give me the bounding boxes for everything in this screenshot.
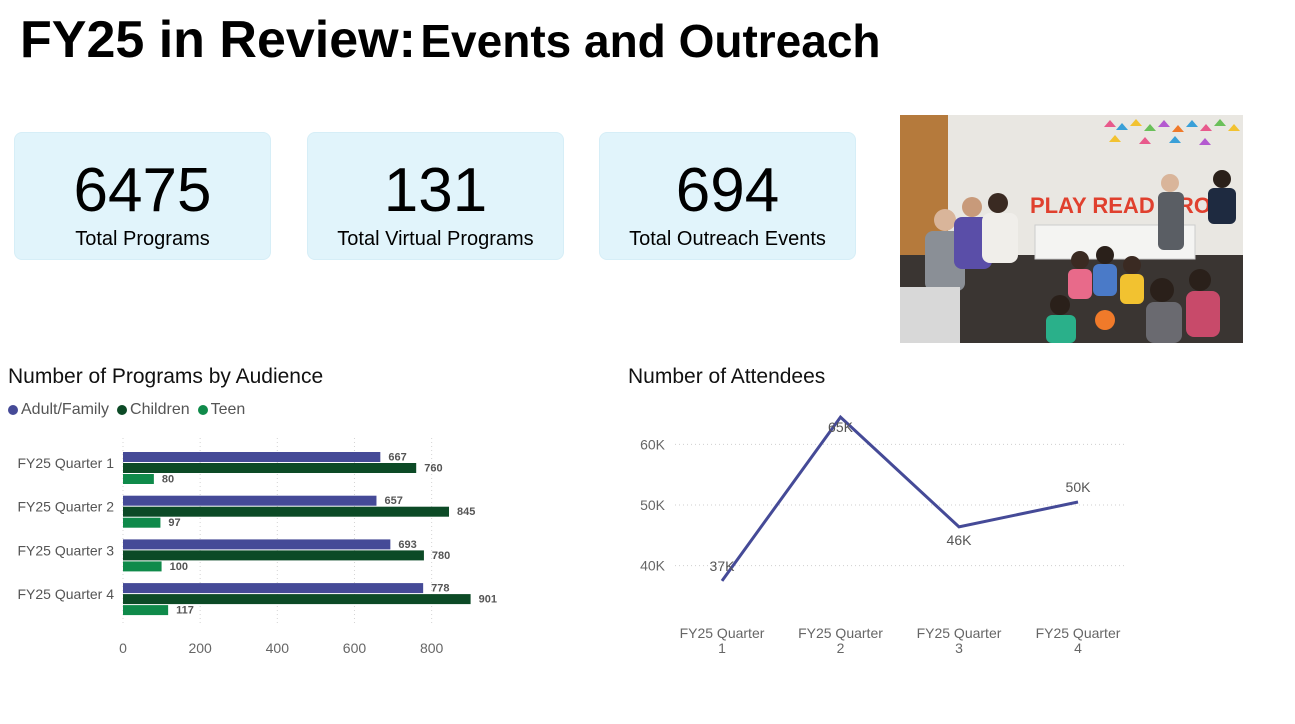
bar-data-label: 760 (424, 463, 442, 475)
line-data-label: 37K (710, 558, 736, 574)
bar-chart-legend: Adult/Family Children Teen (8, 401, 253, 419)
x-tick-label: 200 (188, 640, 212, 656)
bar (123, 452, 380, 462)
bar (123, 507, 449, 517)
x-category-label: FY25 Quarter (680, 625, 765, 641)
attendees-line (722, 417, 1078, 581)
line-chart-title: Number of Attendees (628, 365, 825, 389)
bar-data-label: 100 (170, 561, 188, 573)
line-data-label: 50K (1066, 479, 1092, 495)
x-tick-label: 800 (420, 640, 444, 656)
kpi-value: 6475 (15, 160, 270, 222)
y-category-label: FY25 Quarter 1 (18, 455, 115, 471)
x-category-label: 1 (718, 640, 726, 656)
legend-dot (117, 405, 127, 415)
page-title: FY25 in Review: Events and Outreach (20, 14, 881, 66)
bar-data-label: 657 (384, 495, 402, 507)
x-category-label: 4 (1074, 640, 1082, 656)
legend-label: Children (130, 401, 190, 419)
y-tick-label: 40K (640, 558, 666, 574)
bar-data-label: 693 (398, 539, 416, 551)
kpi-label: Total Virtual Programs (308, 228, 563, 251)
kpi-card-total-programs: 6475 Total Programs (14, 132, 271, 260)
y-category-label: FY25 Quarter 3 (18, 542, 115, 558)
bar (123, 539, 390, 549)
bar-data-label: 778 (431, 583, 449, 595)
kpi-card-total-outreach-events: 694 Total Outreach Events (599, 132, 856, 260)
legend-label: Adult/Family (21, 401, 109, 419)
x-category-label: FY25 Quarter (798, 625, 883, 641)
legend-dot (198, 405, 208, 415)
y-tick-label: 50K (640, 497, 666, 513)
legend-item-adult-family: Adult/Family (8, 401, 109, 419)
x-category-label: 3 (955, 640, 963, 656)
storytime-photo: PLAY READ GROW (900, 115, 1243, 343)
line-data-label: 65K (828, 419, 854, 435)
y-category-label: FY25 Quarter 2 (18, 499, 115, 515)
bar (123, 594, 471, 604)
y-category-label: FY25 Quarter 4 (18, 586, 115, 602)
x-category-label: 2 (837, 640, 845, 656)
photo-banner-text: PLAY READ GROW (1030, 193, 1232, 218)
page-title-main: FY25 in Review: (20, 11, 416, 69)
bar (123, 561, 162, 571)
bar (123, 605, 168, 615)
kpi-card-total-virtual-programs: 131 Total Virtual Programs (307, 132, 564, 260)
bar-data-label: 780 (432, 550, 450, 562)
kpi-value: 131 (308, 160, 563, 222)
bar (123, 518, 160, 528)
x-category-label: FY25 Quarter (917, 625, 1002, 641)
x-tick-label: 600 (343, 640, 367, 656)
legend-item-teen: Teen (198, 401, 246, 419)
bar (123, 583, 423, 593)
legend-label: Teen (211, 401, 246, 419)
bar-chart-title: Number of Programs by Audience (8, 365, 323, 389)
storytime-photo-illustration: PLAY READ GROW (900, 115, 1243, 343)
bar (123, 463, 416, 473)
bar (123, 550, 424, 560)
bar-data-label: 97 (168, 517, 180, 529)
kpi-label: Total Outreach Events (600, 228, 855, 251)
legend-item-children: Children (117, 401, 190, 419)
page-title-sub: Events and Outreach (420, 15, 880, 67)
kpi-label: Total Programs (15, 228, 270, 251)
bar-data-label: 845 (457, 506, 475, 518)
x-category-label: FY25 Quarter (1036, 625, 1121, 641)
bar-data-label: 667 (388, 452, 406, 464)
bar-data-label: 80 (162, 474, 174, 486)
bar (123, 474, 154, 484)
line-data-label: 46K (947, 532, 973, 548)
x-tick-label: 0 (119, 640, 127, 656)
bar-chart: 0 200 400 600 800 FY25 Quarter 1 667 760 80 FY25 … (0, 430, 560, 670)
x-tick-label: 400 (266, 640, 290, 656)
y-tick-label: 60K (640, 436, 666, 452)
bar-data-label: 117 (176, 605, 194, 617)
bar (123, 496, 376, 506)
legend-dot (8, 405, 18, 415)
bar-data-label: 901 (479, 594, 497, 606)
kpi-value: 694 (600, 160, 855, 222)
